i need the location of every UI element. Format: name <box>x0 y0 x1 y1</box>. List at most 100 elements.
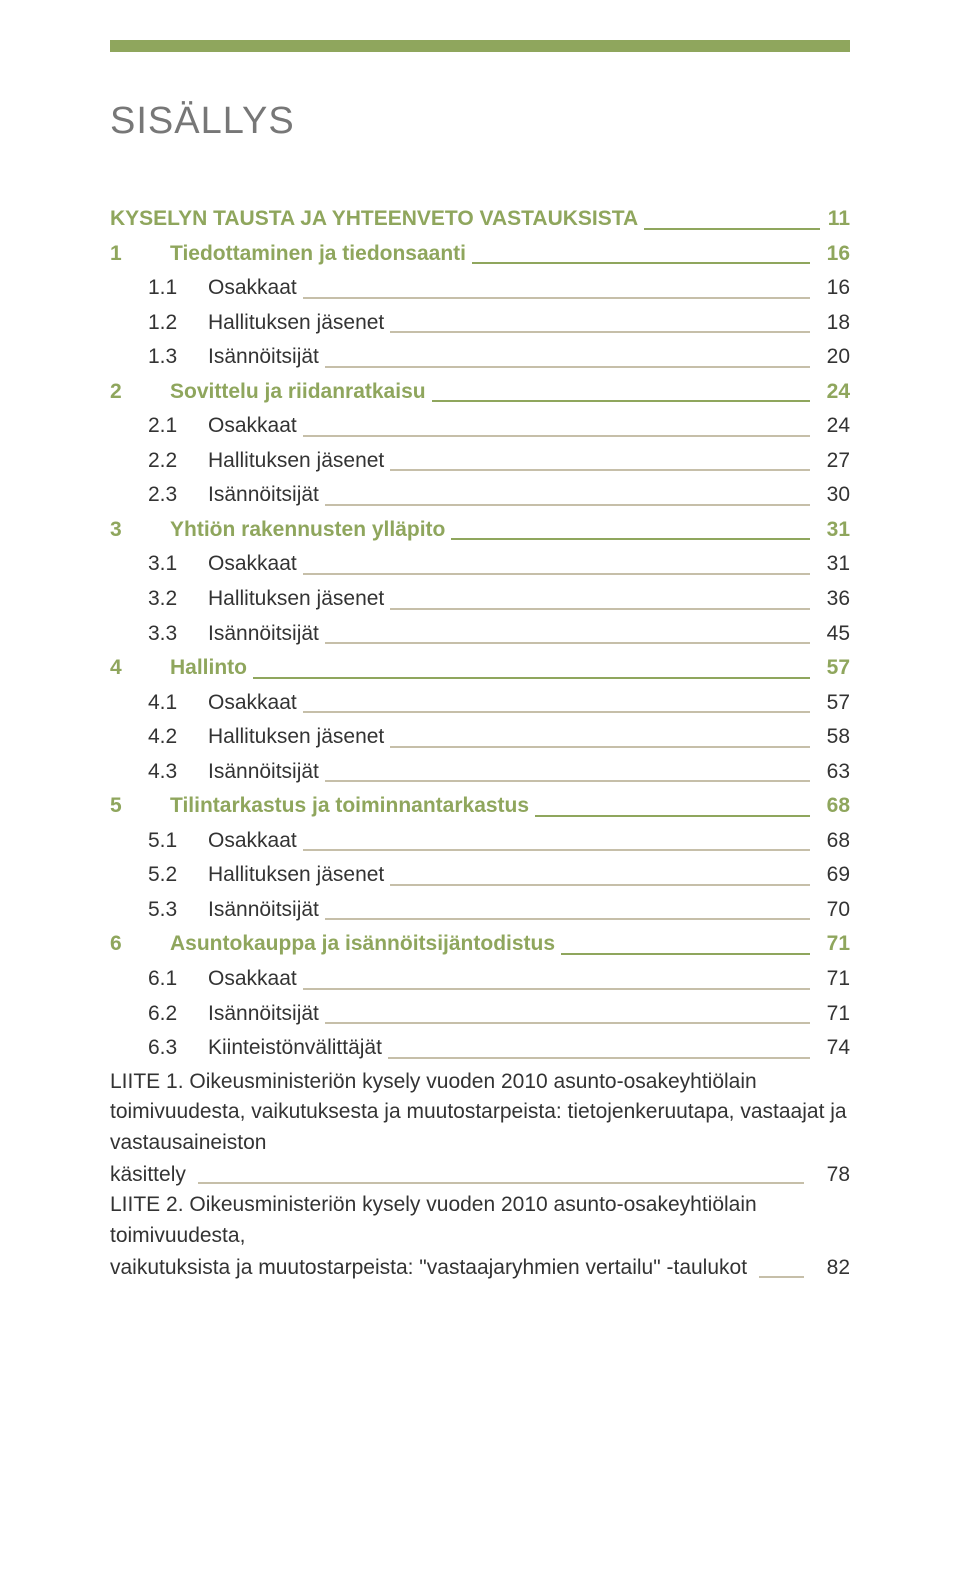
toc-leader <box>451 538 810 540</box>
appendix-last-line: vaikutuksista ja muutostarpeista: "vasta… <box>110 1253 850 1283</box>
toc-subsection: 5.2Hallituksen jäsenet69 <box>110 859 850 892</box>
toc-leader <box>561 953 810 955</box>
toc-number: 3.3 <box>148 618 208 651</box>
toc-label: Osakkaat <box>208 963 297 996</box>
toc-page-number: 36 <box>818 583 850 616</box>
toc-number: 3 <box>110 514 170 547</box>
toc-number: 2.3 <box>148 479 208 512</box>
toc-label: Osakkaat <box>208 548 297 581</box>
toc-leader <box>390 746 810 748</box>
toc-label: Isännöitsijät <box>208 756 319 789</box>
appendix-entry: LIITE 1. Oikeusministeriön kysely vuoden… <box>110 1067 850 1191</box>
toc-number: 4 <box>110 652 170 685</box>
toc-page-number: 68 <box>818 825 850 858</box>
toc-page-number: 20 <box>818 341 850 374</box>
toc-page-number: 58 <box>818 721 850 754</box>
toc-subsection: 4.2Hallituksen jäsenet 58 <box>110 721 850 754</box>
toc-number: 6 <box>110 928 170 961</box>
toc-page-number: 16 <box>818 238 850 271</box>
toc-subsection: 1.2Hallituksen jäsenet18 <box>110 307 850 340</box>
toc-number: 6.1 <box>148 963 208 996</box>
toc-heading: KYSELYN TAUSTA JA YHTEENVETO VASTAUKSIST… <box>110 203 850 236</box>
appendix-leader <box>759 1276 804 1278</box>
toc-subsection: 3.3Isännöitsijät45 <box>110 618 850 651</box>
toc-leader <box>390 608 810 610</box>
toc-number: 3.2 <box>148 583 208 616</box>
toc-number: 2.2 <box>148 445 208 478</box>
toc-leader <box>390 469 810 471</box>
toc-number: 1.1 <box>148 272 208 305</box>
toc-number: 1.3 <box>148 341 208 374</box>
toc-label: KYSELYN TAUSTA JA YHTEENVETO VASTAUKSIST… <box>110 203 638 236</box>
toc-subsection: 3.2Hallituksen jäsenet 36 <box>110 583 850 616</box>
toc-label: Yhtiön rakennusten ylläpito <box>170 514 445 547</box>
toc-page-number: 68 <box>818 790 850 823</box>
toc-subsection: 6.1Osakkaat 71 <box>110 963 850 996</box>
toc-leader <box>325 642 810 644</box>
toc-label: Sovittelu ja riidanratkaisu <box>170 376 426 409</box>
toc-page-number: 57 <box>818 652 850 685</box>
toc-leader <box>303 573 810 575</box>
toc-page-number: 31 <box>818 548 850 581</box>
toc-page-number: 63 <box>818 756 850 789</box>
toc-subsection: 6.2Isännöitsijät71 <box>110 998 850 1031</box>
toc-label: Hallituksen jäsenet <box>208 307 384 340</box>
toc-leader <box>535 815 810 817</box>
toc-number: 4.3 <box>148 756 208 789</box>
toc-label: Hallituksen jäsenet <box>208 721 384 754</box>
toc-number: 4.1 <box>148 687 208 720</box>
toc-page-number: 24 <box>818 410 850 443</box>
toc-number: 2 <box>110 376 170 409</box>
toc-section: 2Sovittelu ja riidanratkaisu 24 <box>110 376 850 409</box>
toc-leader <box>303 297 810 299</box>
appendix-lead-text: LIITE 2. Oikeusministeriön kysely vuoden… <box>110 1190 850 1251</box>
toc-page-number: 16 <box>818 272 850 305</box>
toc-subsection: 6.3Kiinteistönvälittäjät74 <box>110 1032 850 1065</box>
toc-subsection: 5.1Osakkaat 68 <box>110 825 850 858</box>
toc-section: 4Hallinto 57 <box>110 652 850 685</box>
toc-label: Isännöitsijät <box>208 998 319 1031</box>
toc-label: Tiedottaminen ja tiedonsaanti <box>170 238 466 271</box>
toc-page-number: 71 <box>818 928 850 961</box>
toc-section: 3Yhtiön rakennusten ylläpito31 <box>110 514 850 547</box>
toc-page-number: 69 <box>818 859 850 892</box>
toc-leader <box>390 884 810 886</box>
appendix-list: LIITE 1. Oikeusministeriön kysely vuoden… <box>110 1067 850 1284</box>
toc-label: Isännöitsijät <box>208 894 319 927</box>
toc-page-number: 57 <box>818 687 850 720</box>
toc-label: Hallituksen jäsenet <box>208 445 384 478</box>
toc-subsection: 2.2Hallituksen jäsenet27 <box>110 445 850 478</box>
toc-page-number: 71 <box>818 963 850 996</box>
appendix-leader <box>198 1182 804 1184</box>
toc-label: Osakkaat <box>208 410 297 443</box>
toc-number: 4.2 <box>148 721 208 754</box>
toc-number: 1 <box>110 238 170 271</box>
toc-number: 3.1 <box>148 548 208 581</box>
toc-label: Osakkaat <box>208 687 297 720</box>
toc-subsection: 2.1Osakkaat24 <box>110 410 850 443</box>
toc-label: Isännöitsijät <box>208 618 319 651</box>
toc-number: 5.1 <box>148 825 208 858</box>
toc-leader <box>325 504 810 506</box>
toc-leader <box>303 435 810 437</box>
top-accent-stripe <box>110 40 850 52</box>
toc-leader <box>303 849 810 851</box>
toc-label: Tilintarkastus ja toiminnantarkastus <box>170 790 529 823</box>
toc-section: 1Tiedottaminen ja tiedonsaanti 16 <box>110 238 850 271</box>
toc-label: Isännöitsijät <box>208 341 319 374</box>
toc-subsection: 4.1Osakkaat 57 <box>110 687 850 720</box>
toc-page-number: 24 <box>818 376 850 409</box>
toc-label: Hallituksen jäsenet <box>208 583 384 616</box>
toc-section: 5Tilintarkastus ja toiminnantarkastus68 <box>110 790 850 823</box>
toc-subsection: 2.3Isännöitsijät30 <box>110 479 850 512</box>
toc-number: 5.3 <box>148 894 208 927</box>
toc-number: 1.2 <box>148 307 208 340</box>
toc-label: Hallinto <box>170 652 247 685</box>
toc-leader <box>253 677 810 679</box>
toc-page-number: 11 <box>828 203 850 236</box>
toc-label: Osakkaat <box>208 825 297 858</box>
toc-subsection: 3.1Osakkaat 31 <box>110 548 850 581</box>
table-of-contents: KYSELYN TAUSTA JA YHTEENVETO VASTAUKSIST… <box>110 203 850 1065</box>
toc-label: Osakkaat <box>208 272 297 305</box>
appendix-page-number: 82 <box>818 1253 850 1283</box>
